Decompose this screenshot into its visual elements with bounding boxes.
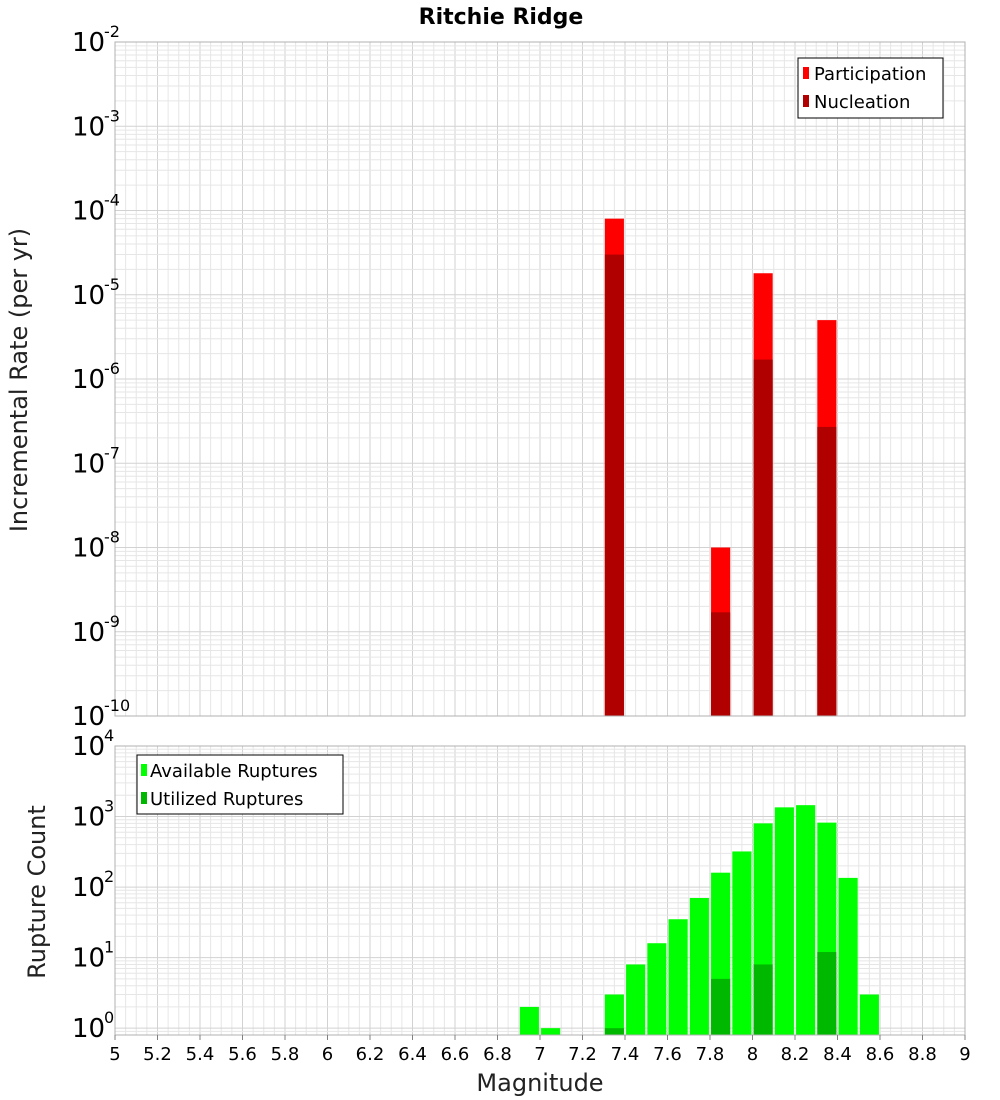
top-y-tick-label: 10 (72, 281, 105, 311)
top-y-tick-label: 10 (72, 534, 105, 564)
bottom-bars (519, 805, 879, 1035)
legend-swatch-participation (803, 67, 809, 79)
top-y-tick-exponent: -3 (104, 106, 120, 125)
top-bar-nucleation (817, 426, 837, 716)
top-legend: Participation Nucleation (797, 57, 944, 119)
legend-label-nucleation: Nucleation (814, 92, 910, 113)
x-tick-label: 8.2 (781, 1044, 810, 1065)
top-y-tick-exponent: -10 (104, 696, 130, 715)
bottom-y-tick-label: 10 (72, 1014, 105, 1044)
bottom-y-tick-exponent: 2 (104, 867, 114, 886)
bottom-legend-box (136, 754, 344, 815)
bottom-bar-available-ruptures (689, 898, 709, 1035)
x-tick-label: 7.8 (696, 1044, 725, 1065)
x-tick-label: 5.6 (228, 1044, 257, 1065)
x-tick-label: 7.2 (568, 1044, 597, 1065)
top-y-tick-label: 10 (72, 618, 105, 648)
x-tick-label: 6.8 (483, 1044, 512, 1065)
x-tick-label: 6.6 (441, 1044, 470, 1065)
x-tick-label: 5 (109, 1044, 120, 1065)
top-grid (114, 41, 966, 717)
bottom-y-axis-label: Rupture Count (23, 805, 51, 979)
x-tick-label: 7.4 (611, 1044, 640, 1065)
top-y-tick-exponent: -7 (104, 443, 120, 462)
bottom-y-tick-exponent: 4 (104, 726, 114, 745)
legend-swatch-nucleation (803, 95, 809, 107)
bottom-bar-available-ruptures (859, 994, 879, 1035)
bottom-bar-available-ruptures (541, 1028, 561, 1035)
top-y-tick-exponent: -6 (104, 359, 120, 378)
x-tick-label: 6.4 (398, 1044, 427, 1065)
top-bar-nucleation (604, 254, 624, 716)
x-tick-label: 7 (534, 1044, 545, 1065)
top-legend-box (797, 57, 944, 119)
bottom-y-tick-exponent: 1 (104, 938, 114, 957)
x-tick-label: 7.6 (653, 1044, 682, 1065)
x-tick-label: 6 (322, 1044, 333, 1065)
top-y-tick-exponent: -8 (104, 528, 120, 547)
top-y-tick-label: 10 (72, 702, 105, 732)
x-tick-label: 8.8 (908, 1044, 937, 1065)
top-y-axis-label: Incremental Rate (per yr) (5, 228, 33, 532)
top-bar-nucleation (711, 612, 731, 716)
top-bars (604, 218, 837, 716)
x-tick-label: 5.8 (271, 1044, 300, 1065)
legend-swatch-utilized (141, 792, 147, 804)
top-y-tick-label: 10 (72, 197, 105, 227)
bottom-y-tick-label: 10 (72, 803, 105, 833)
x-axis-label: Magnitude (476, 1069, 603, 1097)
x-tick-label: 8.4 (823, 1044, 852, 1065)
top-plot-frame (114, 41, 966, 717)
legend-label-participation: Participation (814, 64, 926, 85)
bottom-bar-available-ruptures (796, 805, 816, 1035)
legend-label-available: Available Ruptures (150, 761, 318, 782)
chart-title: Ritchie Ridge (419, 5, 584, 30)
top-y-tick-exponent: -9 (104, 612, 120, 631)
x-tick-label: 5.4 (186, 1044, 215, 1065)
bottom-y-tick-label: 10 (72, 944, 105, 974)
bottom-bar-available-ruptures (626, 964, 646, 1035)
bottom-legend: Available Ruptures Utilized Ruptures (136, 754, 344, 815)
top-y-tick-label: 10 (72, 28, 105, 58)
bottom-bar-utilized-ruptures (604, 1028, 624, 1035)
bottom-bar-utilized-ruptures (753, 964, 773, 1035)
x-tick-label: 5.2 (143, 1044, 172, 1065)
bottom-y-tick-label: 10 (72, 873, 105, 903)
x-tick-label: 9 (959, 1044, 970, 1065)
top-y-tick-exponent: -4 (104, 191, 120, 210)
bottom-bar-available-ruptures (732, 851, 752, 1035)
legend-label-utilized: Utilized Ruptures (150, 789, 303, 810)
top-y-tick-label: 10 (72, 365, 105, 395)
legend-swatch-available (141, 764, 147, 776)
top-y-tick-label: 10 (72, 112, 105, 142)
top-bar-nucleation (753, 359, 773, 716)
bottom-bar-available-ruptures (668, 919, 688, 1035)
bottom-y-tick-exponent: 3 (104, 797, 114, 816)
top-y-tick-exponent: -5 (104, 275, 120, 294)
bottom-x-ticks: 5 5.2 5.4 5.6 5.8 6 6.2 6.4 6.6 6.8 7 7.2 7.4 7.6 7.8 8… (109, 1035, 971, 1065)
bottom-bar-utilized-ruptures (711, 978, 731, 1035)
bottom-bar-utilized-ruptures (817, 952, 837, 1035)
bottom-bar-available-ruptures (604, 994, 624, 1035)
top-y-tick-label: 10 (72, 449, 105, 479)
top-y-tick-exponent: -2 (104, 22, 120, 41)
x-tick-label: 6.2 (356, 1044, 385, 1065)
bottom-bar-available-ruptures (647, 943, 667, 1035)
x-tick-label: 8 (747, 1044, 758, 1065)
bottom-y-tick-label: 10 (72, 732, 105, 762)
bottom-y-tick-exponent: 0 (104, 1008, 114, 1027)
bottom-bar-available-ruptures (838, 877, 858, 1035)
bottom-bar-available-ruptures (519, 1006, 539, 1035)
x-tick-label: 8.6 (866, 1044, 895, 1065)
bottom-bar-available-ruptures (774, 807, 794, 1035)
